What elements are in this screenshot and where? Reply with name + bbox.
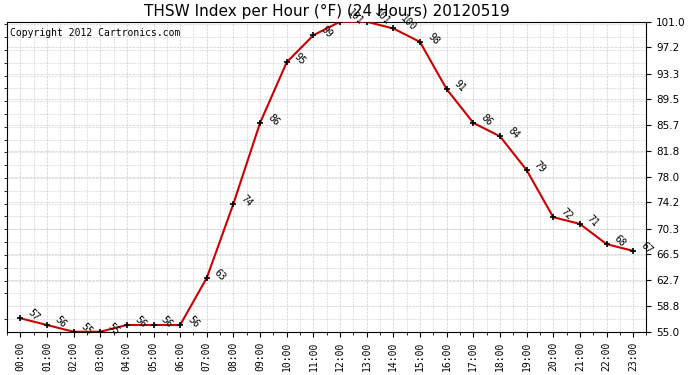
Text: 56: 56 bbox=[52, 314, 68, 330]
Text: 91: 91 bbox=[452, 78, 468, 94]
Text: 72: 72 bbox=[559, 207, 574, 222]
Text: 57: 57 bbox=[26, 308, 41, 323]
Text: 95: 95 bbox=[293, 52, 308, 67]
Text: 55: 55 bbox=[106, 321, 121, 336]
Text: 55: 55 bbox=[79, 321, 95, 336]
Text: 74: 74 bbox=[239, 193, 255, 208]
Text: 101: 101 bbox=[372, 7, 392, 27]
Text: 63: 63 bbox=[213, 267, 228, 283]
Text: 68: 68 bbox=[612, 234, 627, 249]
Text: 101: 101 bbox=[346, 7, 365, 27]
Text: Copyright 2012 Cartronics.com: Copyright 2012 Cartronics.com bbox=[10, 28, 181, 38]
Text: 56: 56 bbox=[132, 314, 148, 330]
Text: 100: 100 bbox=[399, 14, 418, 33]
Text: 98: 98 bbox=[426, 32, 441, 47]
Text: 56: 56 bbox=[159, 314, 175, 330]
Text: 86: 86 bbox=[479, 112, 494, 128]
Text: 79: 79 bbox=[532, 159, 547, 175]
Title: THSW Index per Hour (°F) (24 Hours) 20120519: THSW Index per Hour (°F) (24 Hours) 2012… bbox=[144, 4, 510, 19]
Text: 86: 86 bbox=[266, 112, 281, 128]
Text: 71: 71 bbox=[585, 213, 601, 229]
Text: 67: 67 bbox=[639, 240, 654, 256]
Text: 56: 56 bbox=[186, 314, 201, 330]
Text: 99: 99 bbox=[319, 25, 335, 40]
Text: 84: 84 bbox=[506, 126, 521, 141]
